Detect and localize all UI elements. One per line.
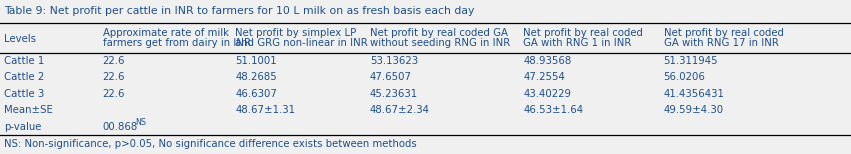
Text: 47.2554: 47.2554 [523,72,565,82]
Text: Mean±SE: Mean±SE [4,105,53,115]
Text: NS: NS [135,118,146,127]
Text: farmers get from dairy in INR: farmers get from dairy in INR [103,38,251,49]
Text: GA with RNG 1 in INR: GA with RNG 1 in INR [523,38,631,49]
Text: 00.868: 00.868 [103,122,138,132]
Text: 53.13623: 53.13623 [370,56,418,66]
Text: Levels: Levels [4,34,36,45]
Text: 43.40229: 43.40229 [523,89,571,99]
Text: 47.6507: 47.6507 [370,72,412,82]
Text: without seeding RNG in INR: without seeding RNG in INR [370,38,511,49]
Text: Cattle 2: Cattle 2 [4,72,44,82]
Text: 22.6: 22.6 [103,56,125,66]
Text: Table 9: Net profit per cattle in INR to farmers for 10 L milk on as fresh basis: Table 9: Net profit per cattle in INR to… [4,6,474,16]
Text: 46.53±1.64: 46.53±1.64 [523,105,583,115]
Text: 22.6: 22.6 [103,89,125,99]
Text: Net profit by real coded: Net profit by real coded [664,28,784,38]
Text: 51.311945: 51.311945 [664,56,718,66]
Text: 41.4356431: 41.4356431 [664,89,724,99]
Text: 45.23631: 45.23631 [370,89,418,99]
Text: 49.59±4.30: 49.59±4.30 [664,105,723,115]
Text: and GRG non-linear in INR: and GRG non-linear in INR [236,38,368,49]
Text: p-value: p-value [4,122,42,132]
Text: Net profit by real coded: Net profit by real coded [523,28,643,38]
Text: 48.2685: 48.2685 [236,72,277,82]
Text: 51.1001: 51.1001 [236,56,277,66]
Text: 48.67±2.34: 48.67±2.34 [370,105,430,115]
Text: 48.67±1.31: 48.67±1.31 [236,105,295,115]
Text: Approximate rate of milk: Approximate rate of milk [103,28,229,38]
Text: Net profit by real coded GA: Net profit by real coded GA [370,28,508,38]
Text: 56.0206: 56.0206 [664,72,705,82]
Text: 22.6: 22.6 [103,72,125,82]
Text: 48.93568: 48.93568 [523,56,571,66]
Text: 46.6307: 46.6307 [236,89,277,99]
Text: NS: Non-significance, p>0.05, No significance difference exists between methods: NS: Non-significance, p>0.05, No signifi… [4,139,417,149]
Text: Cattle 1: Cattle 1 [4,56,44,66]
Text: Cattle 3: Cattle 3 [4,89,44,99]
Text: Net profit by simplex LP: Net profit by simplex LP [236,28,357,38]
Text: GA with RNG 17 in INR: GA with RNG 17 in INR [664,38,779,49]
